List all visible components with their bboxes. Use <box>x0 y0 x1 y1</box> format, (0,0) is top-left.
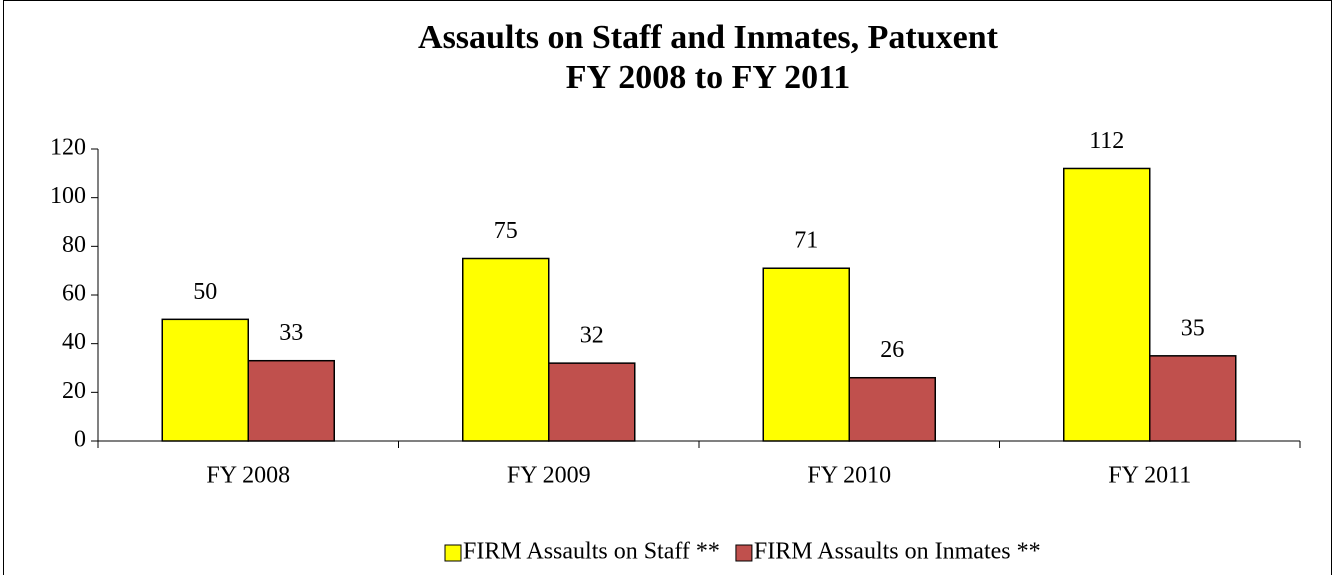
chart-title: Assaults on Staff and Inmates, Patuxent <box>418 19 999 56</box>
bar <box>548 362 636 442</box>
value-label: 32 <box>580 323 604 349</box>
bar <box>247 359 335 442</box>
legend-swatch <box>735 544 753 562</box>
legend-label: FIRM Assaults on Staff ** <box>463 539 720 565</box>
value-label: 33 <box>279 320 303 346</box>
chart-subtitle: FY 2008 to FY 2011 <box>566 59 851 96</box>
x-tick-label: FY 2009 <box>507 463 591 489</box>
bar <box>1063 167 1151 442</box>
y-tick-label: 120 <box>50 135 86 161</box>
value-label: 75 <box>494 218 518 244</box>
value-label: 26 <box>880 337 904 363</box>
bar <box>1149 355 1237 442</box>
bar <box>161 318 249 442</box>
x-tick-label: FY 2010 <box>807 463 891 489</box>
x-tick-label: FY 2008 <box>206 463 290 489</box>
y-tick-label: 60 <box>62 281 86 307</box>
legend-swatch <box>444 544 462 562</box>
y-tick-label: 80 <box>62 232 86 258</box>
y-tick-label: 40 <box>62 329 86 355</box>
y-tick-label: 0 <box>74 427 86 453</box>
value-label: 71 <box>794 228 818 254</box>
bar <box>762 267 850 442</box>
bar <box>462 257 550 442</box>
value-label: 112 <box>1089 128 1124 154</box>
value-label: 35 <box>1181 315 1205 341</box>
y-tick-label: 100 <box>50 183 86 209</box>
y-tick-label: 20 <box>62 378 86 404</box>
value-label: 50 <box>193 279 217 305</box>
x-tick-label: FY 2011 <box>1108 463 1191 489</box>
bar <box>848 376 936 442</box>
legend-label: FIRM Assaults on Inmates ** <box>754 539 1041 565</box>
